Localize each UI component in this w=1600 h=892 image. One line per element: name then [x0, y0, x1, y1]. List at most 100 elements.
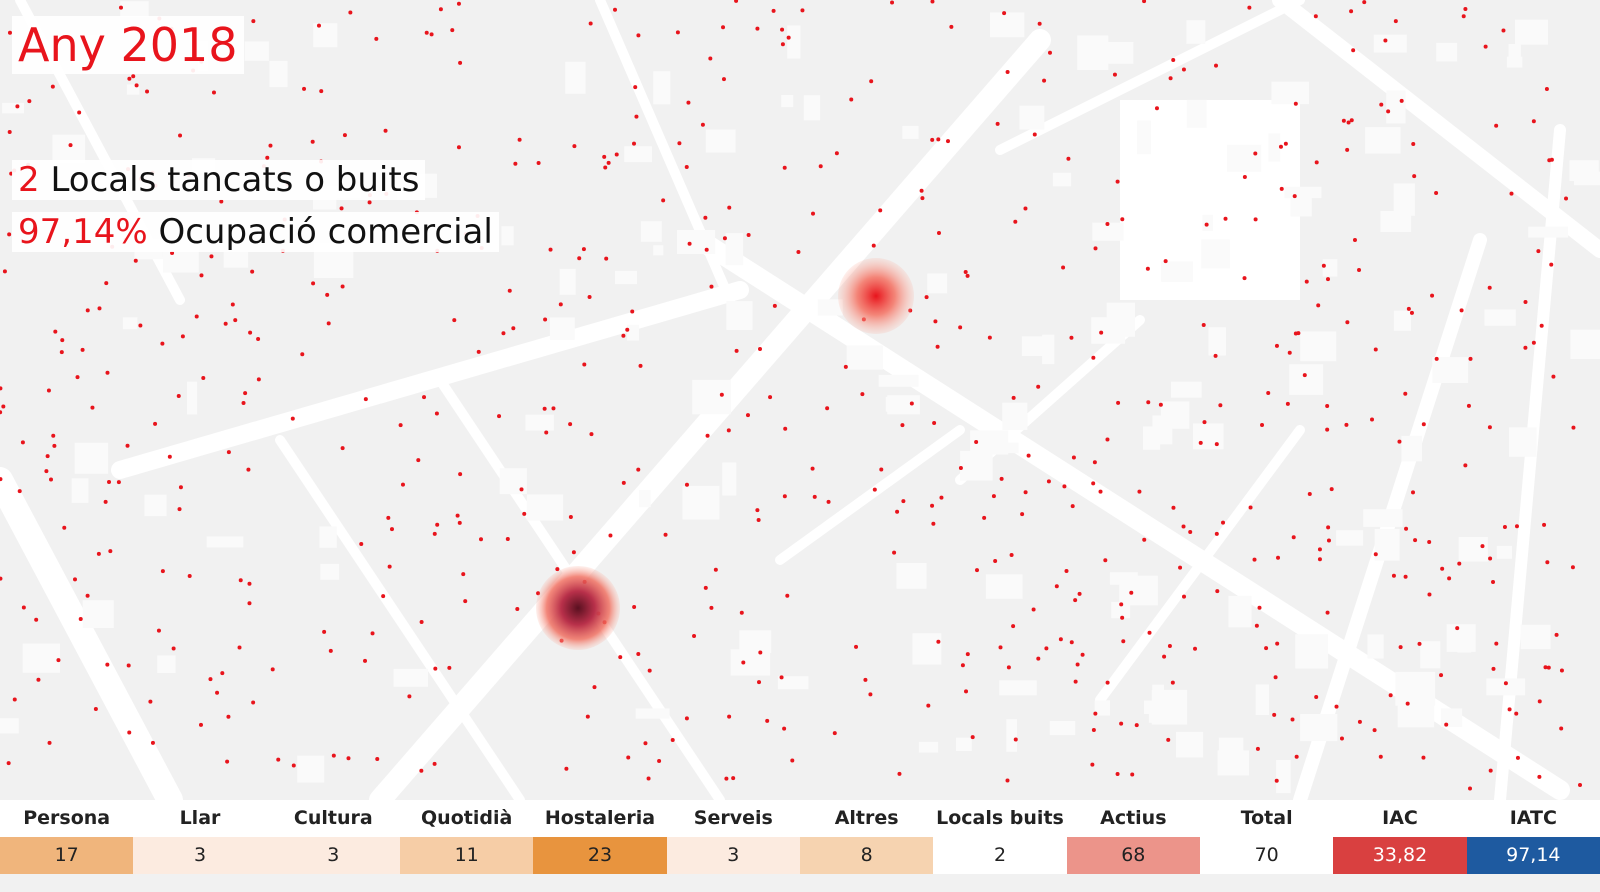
shop-dot [936, 230, 941, 235]
shop-dot [772, 303, 777, 308]
shop-dot [636, 651, 641, 656]
shop-dot [1349, 9, 1354, 14]
shop-dot [77, 110, 82, 115]
building [501, 226, 514, 246]
shop-dot [930, 503, 935, 508]
building [22, 643, 60, 673]
shop-dot [1344, 422, 1349, 427]
shop-dot [1357, 719, 1362, 724]
shop-dot [1325, 610, 1330, 615]
building [692, 379, 731, 415]
shop-dot [551, 406, 556, 411]
shop-dot [187, 574, 192, 579]
building [887, 395, 920, 415]
shop-dot [1291, 535, 1296, 540]
shop-dot [982, 515, 987, 520]
building [639, 490, 651, 508]
building [1365, 127, 1401, 154]
shop-dot [1091, 728, 1096, 733]
shop-dot [1193, 646, 1198, 651]
table-cell: 17 [0, 837, 134, 874]
shop-dot [1290, 717, 1295, 722]
building [297, 755, 325, 783]
shop-dot [1073, 679, 1078, 684]
shop-dot [199, 273, 204, 278]
shop-dot [93, 707, 98, 712]
shop-dot [1255, 746, 1260, 751]
shop-dot [290, 416, 295, 421]
shop-dot [892, 550, 897, 555]
shop-dot [1167, 643, 1172, 648]
shop-dot [211, 90, 216, 95]
shop-dot [860, 392, 865, 397]
shop-dot [800, 8, 805, 13]
shop-dot [1346, 120, 1351, 125]
shop-dot [1201, 322, 1206, 327]
shop-dot [684, 716, 689, 721]
shop-dot [72, 577, 77, 582]
shop-dot [1170, 680, 1175, 685]
shop-dot [90, 405, 95, 410]
shop-dot [0, 477, 3, 482]
shop-dot [233, 318, 238, 323]
shop-dot [1293, 101, 1298, 106]
building [918, 741, 939, 753]
shop-dot [80, 347, 85, 352]
shop-dot [1430, 293, 1435, 298]
shop-dot [721, 25, 726, 30]
shop-dot [621, 333, 626, 338]
shop-dot [435, 522, 440, 527]
shop-dot [452, 318, 457, 323]
shop-dot [319, 89, 324, 94]
building [1137, 120, 1151, 155]
shop-dot [1455, 626, 1460, 631]
shop-dot [138, 323, 143, 328]
shop-dot [663, 532, 668, 537]
shop-dot [223, 321, 228, 326]
title: Any 2018 [12, 16, 244, 74]
building [393, 668, 429, 687]
shop-dot [812, 494, 817, 499]
shop-dot [1215, 589, 1220, 594]
shop-dot [727, 714, 732, 719]
shop-dot [755, 508, 760, 513]
shop-dot [1373, 552, 1378, 557]
shop-dot [1351, 48, 1356, 53]
shop-dot [316, 23, 321, 28]
building [927, 273, 948, 294]
shop-dot [796, 250, 801, 255]
shop-dot [1105, 680, 1110, 685]
shop-dot [780, 27, 785, 32]
building [1052, 172, 1072, 187]
building [1570, 329, 1600, 359]
shop-dot [256, 336, 261, 341]
shop-dot [686, 100, 691, 105]
shop-dot [160, 341, 165, 346]
shop-dot [1307, 491, 1312, 496]
shop-dot [614, 152, 619, 157]
shop-dot [476, 349, 481, 354]
table-cell: 3 [266, 837, 400, 874]
shop-dot [6, 761, 11, 766]
shop-dot [677, 141, 682, 146]
building [1160, 401, 1190, 429]
shop-dot [1292, 194, 1297, 199]
shop-dot [1503, 681, 1508, 686]
shop-dot [461, 572, 466, 577]
table-cell: 68 [1066, 837, 1200, 874]
column-header: Cultura [293, 807, 373, 829]
shop-dot [1274, 343, 1279, 348]
shop-dot [1254, 623, 1259, 628]
shop-dot [1247, 5, 1252, 10]
shop-dot [131, 74, 136, 79]
building [1143, 700, 1156, 714]
shop-dot [300, 352, 305, 357]
shop-dot [868, 692, 873, 697]
shop-dot [1349, 118, 1354, 123]
building [1226, 144, 1262, 172]
shop-dot [1285, 401, 1290, 406]
shop-dot [1023, 206, 1028, 211]
shop-dot [346, 756, 351, 761]
shop-dot [643, 741, 648, 746]
